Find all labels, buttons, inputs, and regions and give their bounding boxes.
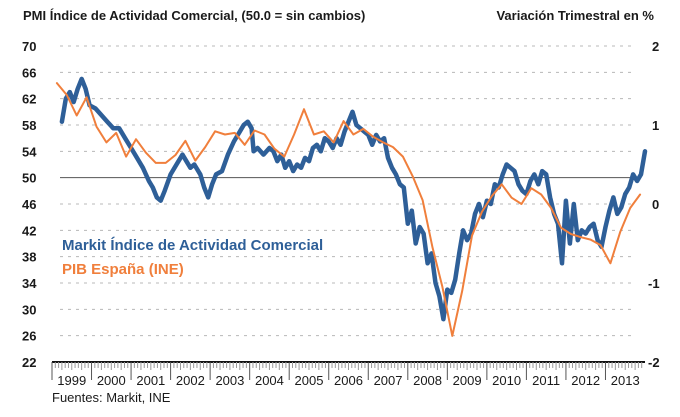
series-lines	[55, 76, 648, 337]
source-note: Fuentes: Markit, INE	[52, 390, 171, 405]
left-tick-label: 42	[22, 223, 36, 238]
gridlines	[60, 45, 632, 337]
left-tick-label: 34	[22, 276, 37, 291]
x-axis: 1999 2000 2001 2002 2003 2004 2005 2006 2007 2008…	[51, 361, 645, 388]
x-tick-label: 2011	[532, 373, 560, 388]
legend-entry-pmi: Markit Índice de Actividad Comercial	[62, 237, 323, 254]
x-tick-label: 1999	[57, 373, 86, 388]
x-tick-label: 2001	[136, 373, 165, 388]
x-tick-label: 2006	[334, 373, 363, 388]
x-tick-label: 2004	[255, 373, 284, 388]
left-tick-label: 26	[22, 329, 36, 344]
legend: Markit Índice de Actividad Comercial PIB…	[62, 237, 323, 278]
legend-entry-gdp: PIB España (INE)	[62, 261, 184, 278]
left-tick-label: 22	[22, 355, 36, 370]
x-tick-label: 2007	[374, 373, 403, 388]
chart-title-right: Variación Trimestral en %	[496, 8, 654, 23]
right-tick-label: 1	[652, 118, 659, 133]
right-tick-label: -1	[648, 276, 660, 291]
x-tick-label: 2013	[611, 373, 640, 388]
left-tick-label: 30	[22, 302, 36, 317]
right-tick-label: 0	[652, 197, 659, 212]
left-tick-label: 62	[22, 92, 36, 107]
left-tick-label: 46	[22, 197, 36, 212]
x-tick-label: 2003	[215, 373, 244, 388]
x-tick-label: 2009	[453, 373, 482, 388]
left-tick-label: 38	[22, 250, 36, 265]
right-tick-label: -2	[648, 355, 660, 370]
right-axis-ticks: 2 1 0 -1 -2	[648, 39, 660, 370]
left-tick-label: 58	[22, 118, 36, 133]
x-tick-label: 2008	[413, 373, 442, 388]
left-axis-ticks: 70 66 62 58 54 50 46 42 38 34 30 26 22	[22, 39, 37, 370]
x-tick-label: 2012	[571, 373, 600, 388]
x-tick-label: 2010	[492, 373, 521, 388]
x-tick-label: 2005	[295, 373, 324, 388]
left-tick-label: 70	[22, 39, 36, 54]
left-tick-label: 54	[22, 144, 37, 159]
x-tick-label: 2000	[97, 373, 126, 388]
x-tick-label: 2002	[176, 373, 205, 388]
chart-title-left: PMI Índice de Actividad Comercial, (50.0…	[23, 8, 366, 23]
left-tick-label: 66	[22, 65, 36, 80]
left-tick-label: 50	[22, 171, 36, 186]
right-tick-label: 2	[652, 39, 659, 54]
series-line-gdp	[55, 82, 642, 337]
